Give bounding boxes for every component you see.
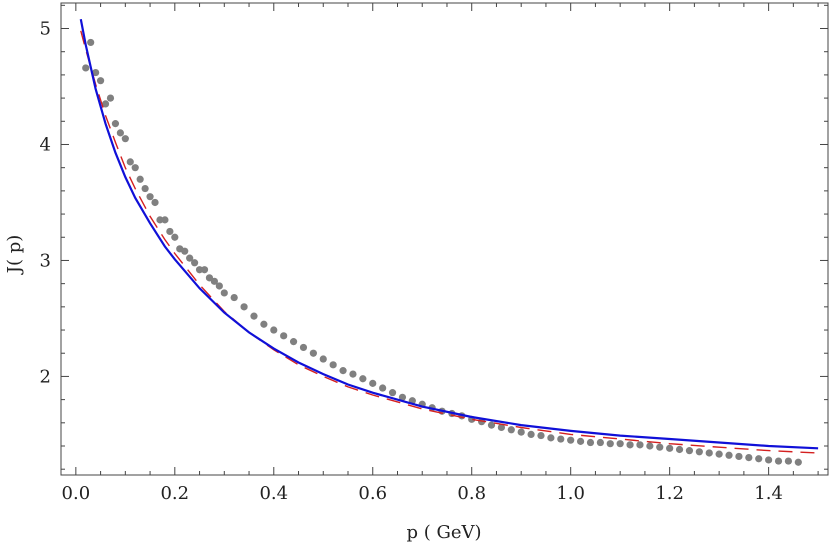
- x-tick-label: 0.4: [259, 483, 288, 504]
- scatter-point: [656, 443, 664, 451]
- scatter-point: [215, 282, 223, 290]
- scatter-point: [299, 343, 308, 352]
- scatter-point: [270, 326, 278, 334]
- scatter-point: [369, 379, 377, 387]
- scatter-point: [195, 266, 204, 274]
- scatter-point: [230, 293, 238, 302]
- scatter-point: [121, 135, 129, 143]
- y-tick-label: 4: [40, 134, 51, 155]
- scatter-point: [161, 216, 169, 224]
- scatter-point: [636, 441, 644, 449]
- scatter-series: [82, 38, 802, 466]
- scatter-point: [537, 431, 545, 440]
- scatter-point: [616, 440, 624, 448]
- scatter-point: [359, 375, 367, 383]
- scatter-point: [735, 452, 743, 461]
- x-ticks: 0.0 0.2 0.4 0.6 0.8 1.0 1.2 1.4: [62, 3, 819, 504]
- x-axis-label: p ( GeV): [406, 522, 481, 543]
- scatter-point: [156, 216, 164, 224]
- line-series: [79, 18, 819, 454]
- y-tick-label: 3: [40, 250, 51, 271]
- dashed-fit-line: [80, 30, 819, 454]
- scatter-point: [200, 266, 209, 274]
- scatter-point: [92, 68, 100, 77]
- y-ticks: 2 3 4 5: [40, 4, 828, 470]
- y-axis-label: J( p): [4, 235, 25, 276]
- scatter-point: [151, 198, 159, 207]
- scatter-point: [136, 175, 144, 183]
- scatter-point: [517, 428, 525, 436]
- scatter-point: [626, 441, 634, 449]
- scatter-point: [606, 440, 614, 448]
- y-tick-label: 5: [40, 19, 51, 40]
- x-tick-label: 1.2: [655, 483, 684, 504]
- scatter-point: [116, 129, 124, 137]
- scatter-point: [191, 259, 199, 267]
- scatter-point: [146, 193, 154, 201]
- scatter-point: [101, 100, 110, 108]
- scatter-point: [131, 164, 139, 172]
- scatter-point: [220, 289, 228, 297]
- scatter-point: [210, 277, 218, 285]
- scatter-point: [171, 233, 179, 241]
- scatter-point: [745, 454, 753, 462]
- x-tick-label: 0.8: [457, 483, 486, 504]
- scatter-point: [82, 64, 90, 72]
- scatter-point: [126, 158, 134, 166]
- scatter-point: [141, 184, 149, 193]
- scatter-point: [309, 349, 317, 357]
- scatter-point: [784, 457, 793, 465]
- y-tick-label: 2: [40, 366, 51, 387]
- scatter-point: [557, 435, 565, 443]
- scatter-point: [685, 447, 694, 455]
- scatter-point: [666, 444, 674, 452]
- scatter-point: [705, 449, 713, 457]
- x-tick-label: 0.0: [62, 483, 91, 504]
- scatter-point: [725, 451, 733, 459]
- scatter-point: [586, 438, 595, 447]
- scatter-point: [96, 77, 105, 85]
- scatter-point: [695, 448, 703, 456]
- scatter-point: [349, 370, 357, 378]
- x-tick-label: 1.4: [754, 483, 783, 504]
- scatter-point: [774, 457, 783, 465]
- scatter-point: [319, 355, 327, 363]
- scatter-point: [186, 254, 194, 262]
- scatter-point: [576, 437, 585, 445]
- scatter-point: [260, 320, 268, 328]
- scatter-point: [106, 94, 115, 102]
- scatter-point: [675, 445, 684, 454]
- scatter-point: [240, 303, 248, 311]
- scatter-point: [388, 389, 397, 397]
- scatter-point: [398, 393, 407, 401]
- scatter-point: [181, 247, 189, 255]
- plot-frame: [60, 2, 829, 476]
- scatter-point: [755, 455, 763, 463]
- scatter-point: [379, 384, 387, 392]
- scatter-point: [547, 434, 555, 442]
- scatter-point: [794, 458, 802, 466]
- scatter-point: [87, 38, 95, 47]
- scatter-point: [250, 312, 258, 320]
- scatter-point: [329, 361, 337, 369]
- scatter-point: [507, 426, 515, 434]
- scatter-point: [715, 450, 723, 458]
- scatter-point: [289, 338, 298, 346]
- scatter-point: [487, 421, 496, 429]
- scatter-point: [280, 332, 288, 340]
- scatter-point: [339, 367, 347, 375]
- scatter-point: [646, 442, 654, 450]
- scatter-point: [497, 423, 506, 432]
- scatter-point: [596, 438, 604, 447]
- x-tick-label: 0.2: [160, 483, 189, 504]
- x-tick-label: 0.6: [358, 483, 387, 504]
- solid-fit-line: [79, 18, 819, 450]
- scatter-point: [765, 456, 773, 464]
- scatter-point: [111, 120, 120, 128]
- x-tick-label: 1.0: [556, 483, 585, 504]
- scatter-point: [166, 227, 174, 236]
- scatter-point: [527, 430, 535, 439]
- scatter-point: [567, 436, 575, 444]
